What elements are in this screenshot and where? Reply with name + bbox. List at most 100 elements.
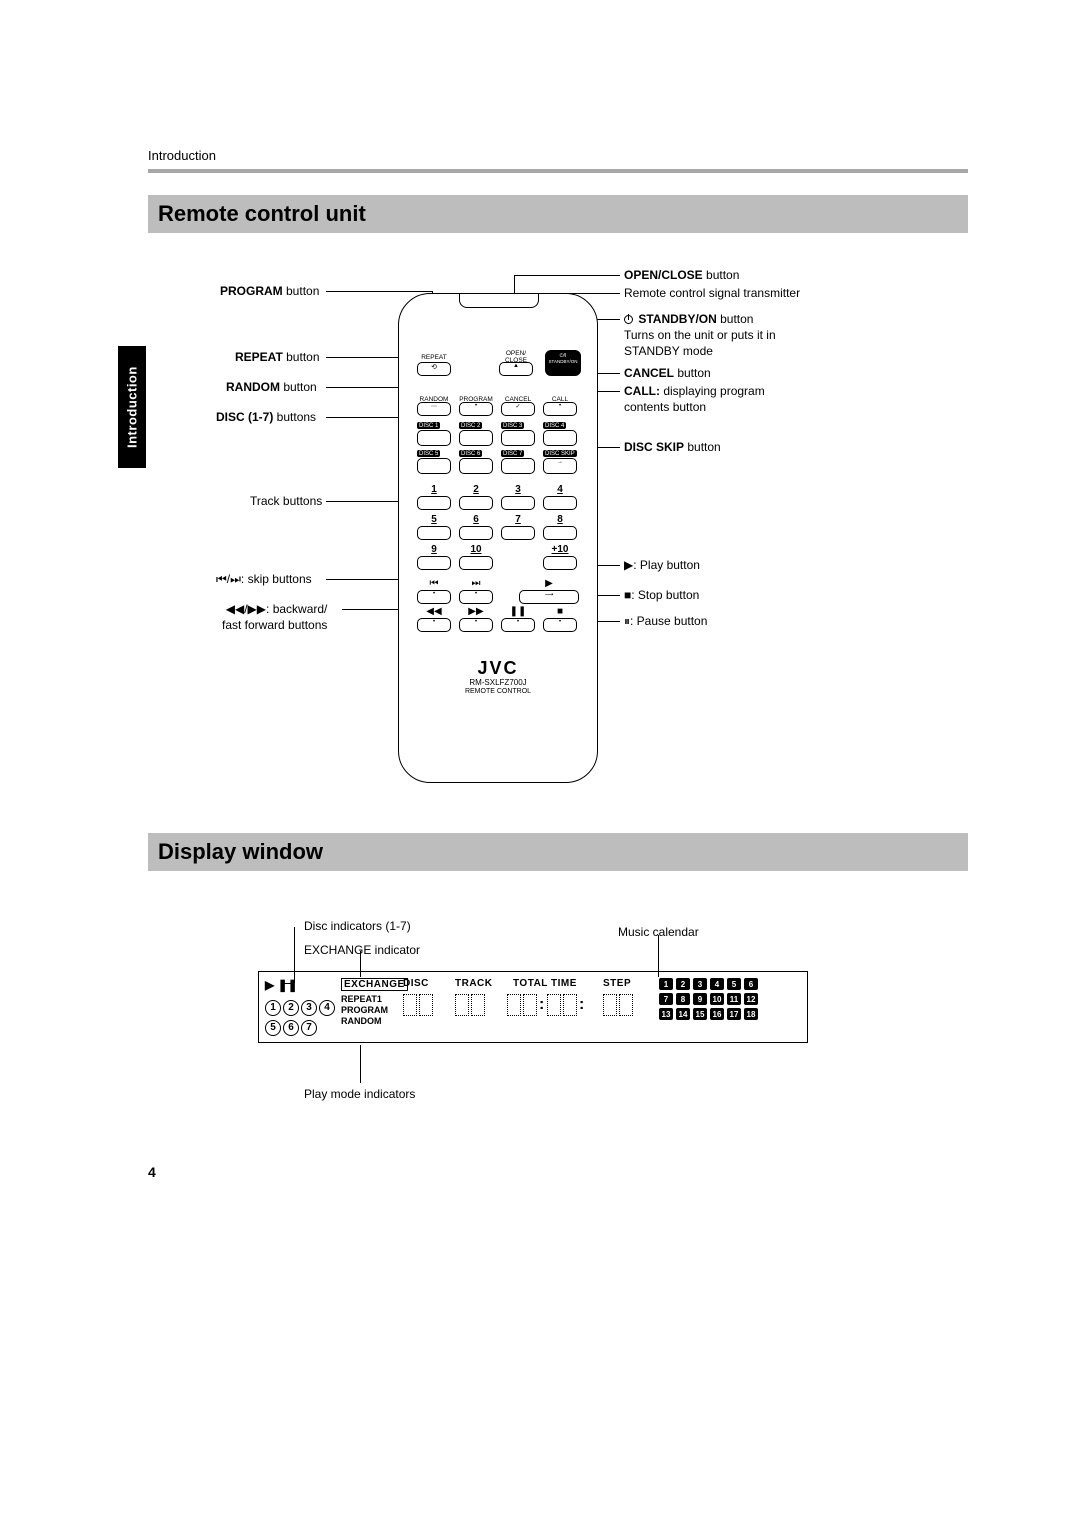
chapter-divider [148, 169, 968, 173]
play-mode-indicators: REPEAT1 PROGRAM RANDOM [341, 994, 388, 1027]
btn-num-2 [459, 496, 493, 510]
callout-pause: ⏸: Pause button [624, 613, 707, 629]
num-4: 4 [543, 484, 577, 495]
callout-stop: ■: Stop button [624, 587, 699, 603]
callout-transmitter: Remote control signal transmitter [624, 285, 800, 301]
label-disc5: DISC 5 [417, 450, 440, 457]
btn-rew: • [417, 618, 451, 632]
btn-cancel: ✓ [501, 402, 535, 416]
btn-disc2 [459, 430, 493, 446]
num-7: 7 [501, 514, 535, 525]
calendar-cell-18: 18 [744, 1008, 758, 1020]
btn-ff: • [459, 618, 493, 632]
btn-disc6 [459, 458, 493, 474]
disc-indicator-6: 6 [283, 1020, 299, 1036]
label-disc3: DISC 3 [501, 422, 524, 429]
btn-call: • [543, 402, 577, 416]
btn-num-10 [459, 556, 493, 570]
btn-repeat: ⟲ [417, 362, 451, 376]
calendar-cell-5: 5 [727, 978, 741, 990]
btn-disc3 [501, 430, 535, 446]
callout-discskip: DISC SKIP button [624, 439, 721, 455]
calendar-cell-6: 6 [744, 978, 758, 990]
side-tab-introduction: Introduction [118, 346, 146, 468]
disc-indicator-5: 5 [265, 1020, 281, 1036]
btn-standby: ⏻/I STANDBY/ON [545, 350, 581, 376]
btn-random: ⋯ [417, 402, 451, 416]
btn-skip-fwd: • [459, 590, 493, 604]
ir-window [459, 294, 539, 308]
seg-step-1 [603, 994, 617, 1016]
callout-program: PROGRAM button [220, 283, 319, 299]
num-10: 10 [459, 544, 493, 555]
page-number: 4 [148, 1164, 156, 1180]
disc-indicator-1: 1 [265, 1000, 281, 1016]
callout-play: ▶: Play button [624, 557, 700, 573]
btn-skip-back: • [417, 590, 451, 604]
brand-logo: JVC [477, 658, 518, 679]
callout-standby: STANDBY/ON button Turns on the unit or p… [624, 311, 834, 359]
num-5: 5 [417, 514, 451, 525]
label-discskip: DISC SKIP [543, 450, 577, 457]
calendar-cell-7: 7 [659, 993, 673, 1005]
calendar-cell-15: 15 [693, 1008, 707, 1020]
label-disc7: DISC 7 [501, 450, 524, 457]
callout-openclose: OPEN/CLOSE button [624, 267, 739, 283]
num-9: 9 [417, 544, 451, 555]
header-step: STEP [603, 978, 631, 989]
callout-random: RANDOM button [226, 379, 317, 395]
model-number: RM-SXLFZ700J [469, 678, 526, 687]
play-pause-indicator: ▶ ❚❚ [265, 978, 298, 992]
num-2: 2 [459, 484, 493, 495]
calendar-cell-12: 12 [744, 993, 758, 1005]
disc-indicator-2: 2 [283, 1000, 299, 1016]
calendar-cell-16: 16 [710, 1008, 724, 1020]
num-8: 8 [543, 514, 577, 525]
label-play-mode-indicators: Play mode indicators [304, 1087, 415, 1101]
num-1: 1 [417, 484, 451, 495]
callout-track-buttons: Track buttons [250, 493, 322, 509]
disc-indicator-7: 7 [301, 1020, 317, 1036]
seg-time-4 [563, 994, 577, 1016]
btn-num-8 [543, 526, 577, 540]
header-disc: DISC [403, 978, 429, 989]
display-window-box: ▶ ❚❚ 1 2 3 4 5 6 7 EXCHANGE REPEAT1 PROG… [258, 971, 808, 1043]
calendar-cell-2: 2 [676, 978, 690, 990]
disc-indicator-4: 4 [319, 1000, 335, 1016]
callout-repeat: REPEAT button [235, 349, 320, 365]
play-icon: ▶ [519, 580, 579, 587]
chapter-label: Introduction [148, 148, 948, 163]
calendar-cell-17: 17 [727, 1008, 741, 1020]
label-repeat: REPEAT [417, 354, 451, 361]
callout-skip-buttons: ⏮/⏭: skip buttons [216, 571, 312, 587]
disc-indicator-3: 3 [301, 1000, 317, 1016]
calendar-cell-4: 4 [710, 978, 724, 990]
label-disc2: DISC 2 [459, 422, 482, 429]
seg-disc-1 [403, 994, 417, 1016]
skip-fwd-icon: ⏭ [459, 580, 493, 587]
btn-openclose: ▲ [499, 362, 533, 376]
ff-icon: ▶▶ [459, 608, 493, 615]
btn-num-6 [459, 526, 493, 540]
btn-disc7 [501, 458, 535, 474]
exchange-indicator: EXCHANGE [341, 978, 408, 991]
calendar-cell-14: 14 [676, 1008, 690, 1020]
calendar-cell-3: 3 [693, 978, 707, 990]
label-exchange-indicator: EXCHANGE indicator [304, 943, 420, 957]
calendar-cell-11: 11 [727, 993, 741, 1005]
btn-num-9 [417, 556, 451, 570]
label-disc4: DISC 4 [543, 422, 566, 429]
btn-play: ⟶ [519, 590, 579, 604]
seg-track-1 [455, 994, 469, 1016]
btn-num-5 [417, 526, 451, 540]
num-6: 6 [459, 514, 493, 525]
calendar-cell-1: 1 [659, 978, 673, 990]
calendar-cell-10: 10 [710, 993, 724, 1005]
seg-step-2 [619, 994, 633, 1016]
label-disc-indicators: Disc indicators (1-7) [304, 919, 411, 933]
seg-time-2 [523, 994, 537, 1016]
power-icon [624, 315, 633, 324]
callout-ff-buttons: ◀◀/▶▶: backward/ fast forward buttons [222, 601, 327, 633]
seg-track-2 [471, 994, 485, 1016]
btn-num-4 [543, 496, 577, 510]
